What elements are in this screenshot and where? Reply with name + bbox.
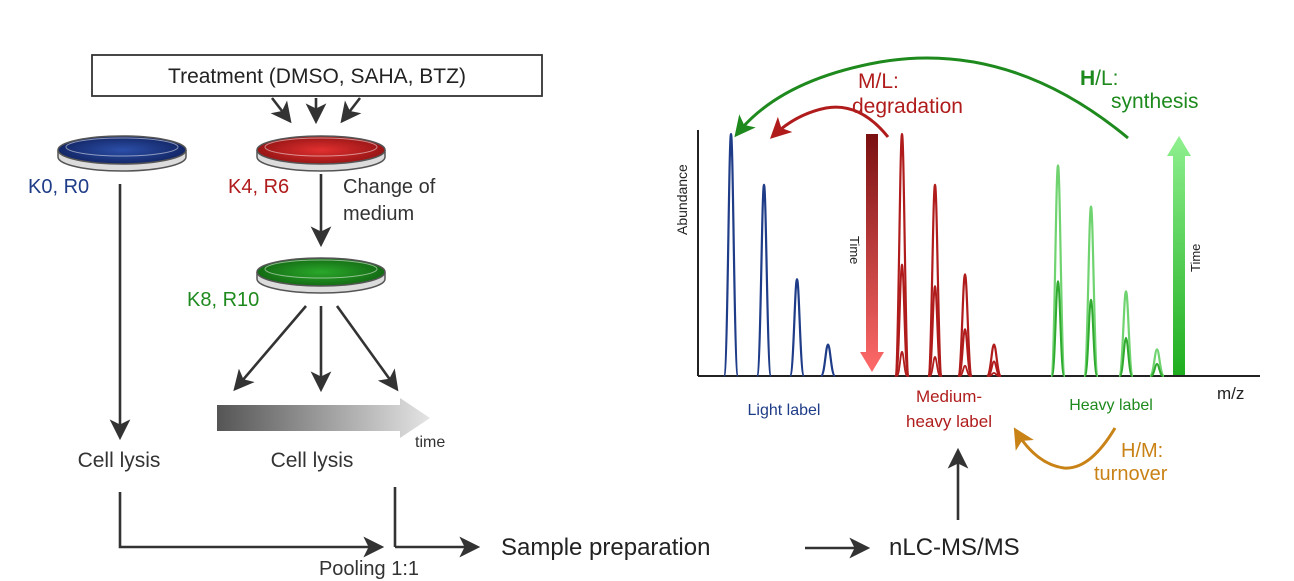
peak-inner2-1-3: [988, 371, 1000, 377]
hl-line1: H/L:: [1080, 67, 1119, 90]
light-label: Light label: [748, 402, 821, 419]
dish-light: [57, 135, 187, 172]
hl-synthesis-arrow: [734, 56, 1129, 140]
peak-inner-2-1: [1083, 298, 1099, 377]
sample-prep-label: Sample preparation: [501, 534, 710, 561]
cell-lysis-left: Cell lysis: [78, 449, 161, 472]
hl-line2: synthesis: [1111, 90, 1199, 113]
dish-medium-label: K4, R6: [228, 176, 289, 198]
pooling-connectors: [118, 487, 481, 558]
time-label-heavy: Time: [1188, 244, 1203, 272]
spectrum-chart: Abundance m/z Time Time Light label Medi…: [674, 130, 1260, 431]
peak-inner2-1-0: [895, 350, 909, 377]
peak-2-0: [1049, 164, 1067, 378]
medium-label-line2: heavy label: [906, 412, 992, 431]
dish-heavy: [256, 257, 386, 294]
peak-1-2: [956, 273, 974, 378]
peak-0-1: [755, 183, 773, 378]
peak-2-1: [1082, 205, 1100, 378]
peak-inner2-1-2: [959, 364, 971, 377]
medium-label-line1: Medium-: [916, 387, 982, 406]
change-medium-line2: medium: [343, 203, 414, 225]
time-arrow-heavy: [1167, 136, 1191, 375]
peaks-group: [722, 132, 1166, 378]
nlc-label: nLC-MS/MS: [889, 534, 1020, 561]
peak-inner-1-0: [894, 263, 910, 377]
cell-lysis-right: Cell lysis: [271, 449, 354, 472]
peak-2-3: [1148, 348, 1166, 378]
peak-0-2: [788, 278, 806, 378]
peak-inner-1-1: [927, 285, 943, 377]
peak-1-0: [893, 132, 911, 378]
time-label-medium: Time: [847, 236, 862, 264]
dish-medium: [256, 135, 386, 172]
peak-2-2: [1117, 290, 1135, 378]
change-medium-line1: Change of: [343, 176, 436, 198]
pooling-label: Pooling 1:1: [319, 558, 419, 580]
ml-degradation-arrow: [769, 105, 890, 139]
hm-line2: turnover: [1094, 463, 1168, 485]
y-axis-label: Abundance: [674, 164, 690, 235]
treatment-label: Treatment (DMSO, SAHA, BTZ): [168, 65, 466, 88]
time-gradient-arrow: [217, 398, 430, 438]
ml-line2: degradation: [852, 95, 963, 118]
dish-light-label: K0, R0: [28, 176, 89, 198]
peak-1-1: [926, 183, 944, 378]
peak-inner-2-0: [1050, 280, 1066, 377]
hl-rest: /L:: [1095, 67, 1118, 90]
peak-inner-2-2: [1118, 336, 1134, 377]
ml-line1: M/L:: [858, 70, 899, 93]
peak-inner2-1-1: [928, 355, 942, 377]
peak-inner-1-3: [987, 360, 1001, 377]
hm-line1: H/M:: [1121, 440, 1163, 462]
timepoint-arrows: [233, 305, 399, 393]
time-arrow-medium: [860, 134, 884, 372]
peak-inner-2-3: [1150, 363, 1164, 377]
treatment-box: Treatment (DMSO, SAHA, BTZ): [91, 54, 543, 97]
dish-heavy-label: K8, R10: [187, 289, 259, 311]
peak-0-3: [819, 343, 837, 378]
x-axis-label: m/z: [1217, 384, 1244, 403]
peak-1-3: [985, 343, 1003, 378]
hl-bold: H: [1080, 67, 1095, 90]
heavy-label: Heavy label: [1069, 397, 1153, 414]
hm-turnover-arrow: [1013, 427, 1117, 470]
treatment-arrows: [270, 97, 362, 125]
peak-0-0: [722, 132, 740, 378]
peak-inner-1-2: [957, 328, 973, 377]
time-label: time: [415, 434, 445, 451]
